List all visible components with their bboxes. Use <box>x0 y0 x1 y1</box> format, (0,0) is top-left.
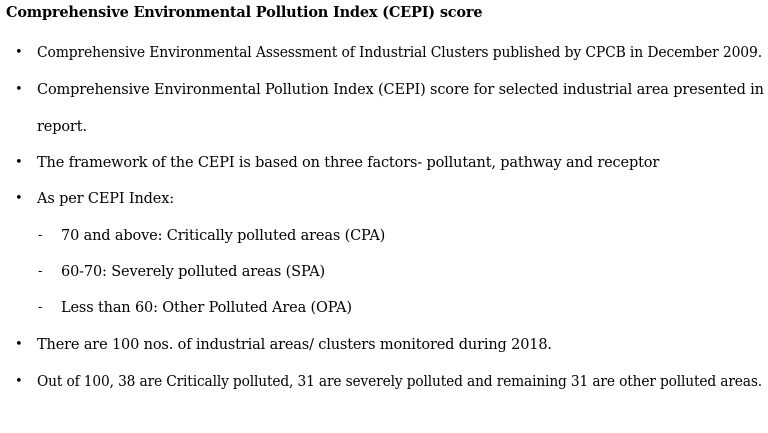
bullet-text: The framework of the CEPI is based on th… <box>37 155 660 171</box>
bullet-marker: • <box>15 337 23 352</box>
bullet-marker: • <box>15 45 23 60</box>
bullet-marker: • <box>15 82 23 97</box>
bullet-text-line-1: Comprehensive Environmental Pollution In… <box>37 82 764 98</box>
bullet-text: There are 100 nos. of industrial areas/ … <box>37 337 552 353</box>
bullet-text: As per CEPI Index: <box>37 191 174 207</box>
dash-marker: - <box>38 228 43 243</box>
slide-title: Comprehensive Environmental Pollution In… <box>6 4 483 21</box>
sub-item-text: 60-70: Severely polluted areas (SPA) <box>61 264 326 280</box>
bullet-marker: • <box>15 155 23 170</box>
bullet-text: Out of 100, 38 are Critically polluted, … <box>37 374 762 390</box>
bullet-marker: • <box>15 374 23 389</box>
sub-item-text: Less than 60: Other Polluted Area (OPA) <box>61 300 352 316</box>
dash-marker: - <box>38 300 43 315</box>
bullet-text: Comprehensive Environmental Assessment o… <box>37 45 762 61</box>
dash-marker: - <box>38 264 43 279</box>
sub-item-text: 70 and above: Critically polluted areas … <box>61 228 386 244</box>
bullet-text-line-2: report. <box>37 119 87 135</box>
bullet-marker: • <box>15 191 23 206</box>
